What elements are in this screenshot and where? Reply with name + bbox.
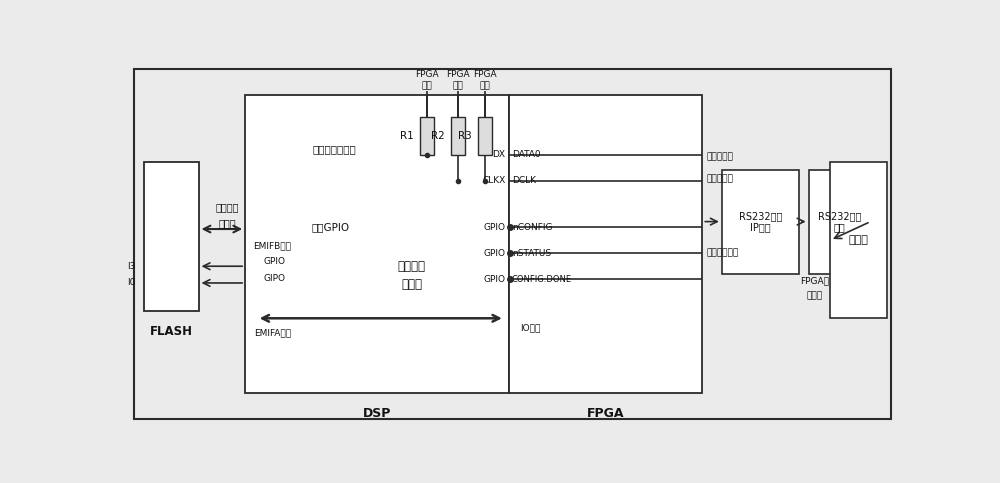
Text: FLASH: FLASH xyxy=(150,325,193,338)
Text: EMIFB接口: EMIFB接口 xyxy=(253,242,291,250)
Text: CONFIG.DONE: CONFIG.DONE xyxy=(512,275,572,284)
Text: 加载功能引脚: 加载功能引脚 xyxy=(706,249,738,258)
Text: R2: R2 xyxy=(431,131,445,141)
Text: 计算机: 计算机 xyxy=(849,235,868,245)
Text: R3: R3 xyxy=(458,131,472,141)
Text: GPIO: GPIO xyxy=(264,257,286,266)
Text: FPGA: FPGA xyxy=(587,407,624,420)
Bar xyxy=(830,162,887,318)
Text: 据时钟引脚: 据时钟引脚 xyxy=(706,174,733,184)
Text: 通用GPIO: 通用GPIO xyxy=(311,222,349,232)
Text: RS232协议
IP内核: RS232协议 IP内核 xyxy=(739,211,782,232)
Text: DX: DX xyxy=(493,150,506,159)
Text: FPGA: FPGA xyxy=(446,70,470,79)
Bar xyxy=(420,117,434,155)
Text: IO引脚: IO引脚 xyxy=(520,323,541,332)
Bar xyxy=(722,170,799,274)
Text: 据总线: 据总线 xyxy=(218,218,236,228)
Text: 多功能缓冲串口: 多功能缓冲串口 xyxy=(312,144,356,154)
Text: 据总线: 据总线 xyxy=(401,278,422,291)
Text: FPGA: FPGA xyxy=(474,70,497,79)
Text: GIPO: GIPO xyxy=(264,274,286,283)
Bar xyxy=(451,117,465,155)
Text: nSTATUS: nSTATUS xyxy=(512,249,551,258)
Text: RS232电平
转换: RS232电平 转换 xyxy=(818,211,861,232)
Text: I0: I0 xyxy=(127,279,135,287)
Text: DSP: DSP xyxy=(363,407,391,420)
Text: DCLK: DCLK xyxy=(512,176,536,185)
Text: 电源: 电源 xyxy=(480,81,491,90)
Text: 电源: 电源 xyxy=(453,81,464,90)
Text: 电源: 电源 xyxy=(422,81,433,90)
Bar xyxy=(809,170,871,274)
Text: CLKX: CLKX xyxy=(482,176,506,185)
Text: R1: R1 xyxy=(400,131,414,141)
Text: EMIFA接口: EMIFA接口 xyxy=(254,328,291,338)
Text: DATA0: DATA0 xyxy=(512,150,540,159)
Text: nCONFIG: nCONFIG xyxy=(512,223,552,232)
Text: FPGA: FPGA xyxy=(415,70,439,79)
Text: FPGA程: FPGA程 xyxy=(800,277,829,285)
Text: 被动加载数: 被动加载数 xyxy=(706,152,733,161)
Bar xyxy=(245,95,509,393)
Text: GPIO: GPIO xyxy=(484,223,506,232)
Text: I3: I3 xyxy=(127,262,135,271)
Text: 地址和数: 地址和数 xyxy=(398,260,426,273)
Text: GPIO: GPIO xyxy=(484,275,506,284)
Text: 序数据: 序数据 xyxy=(807,291,823,300)
Bar xyxy=(478,117,492,155)
Bar xyxy=(509,95,702,393)
Bar xyxy=(144,162,199,311)
Text: GPIO: GPIO xyxy=(484,249,506,258)
Text: 地址和数: 地址和数 xyxy=(216,202,239,212)
